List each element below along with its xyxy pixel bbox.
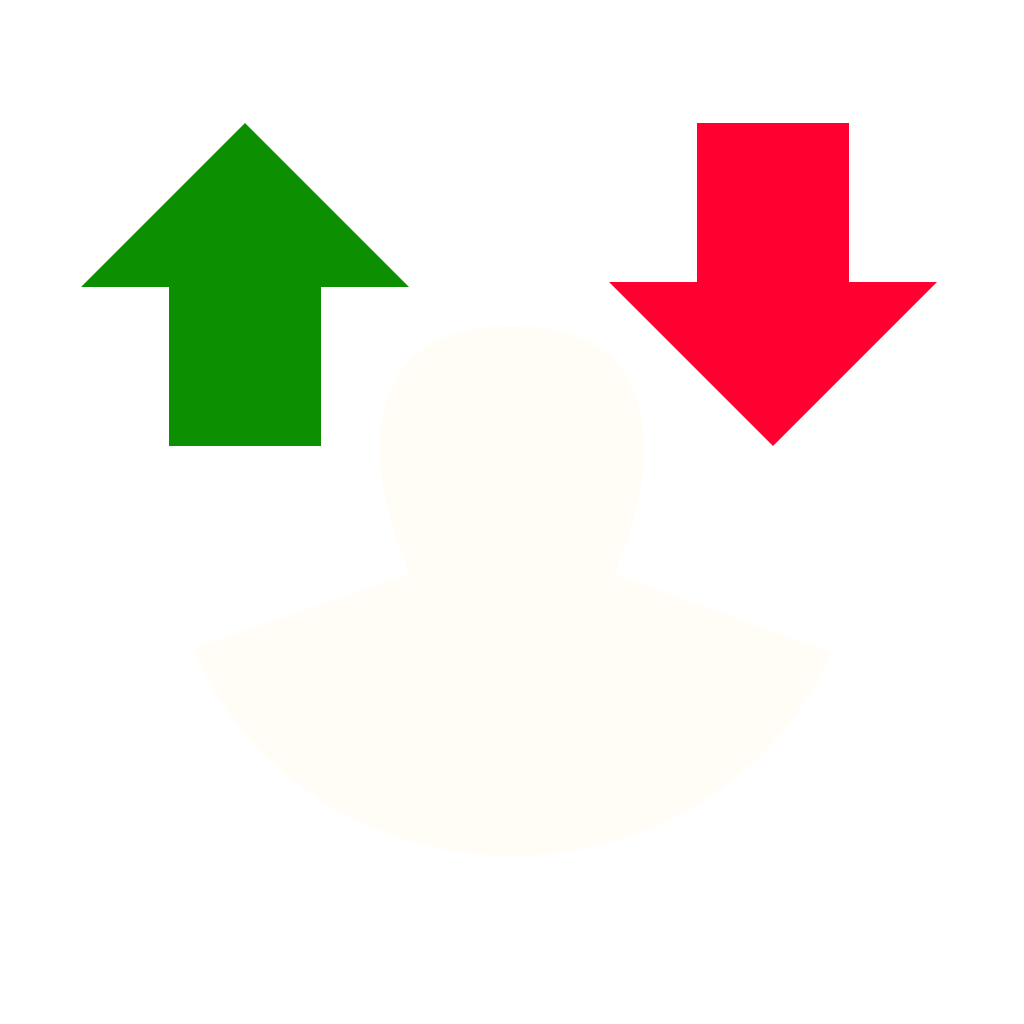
user-silhouette-icon	[194, 326, 830, 856]
arrow-down-icon	[609, 123, 937, 446]
arrow-down-shape	[609, 123, 937, 446]
user-silhouette-shape	[194, 326, 830, 856]
arrow-up-shape	[81, 123, 409, 446]
arrow-up-icon	[81, 123, 409, 446]
